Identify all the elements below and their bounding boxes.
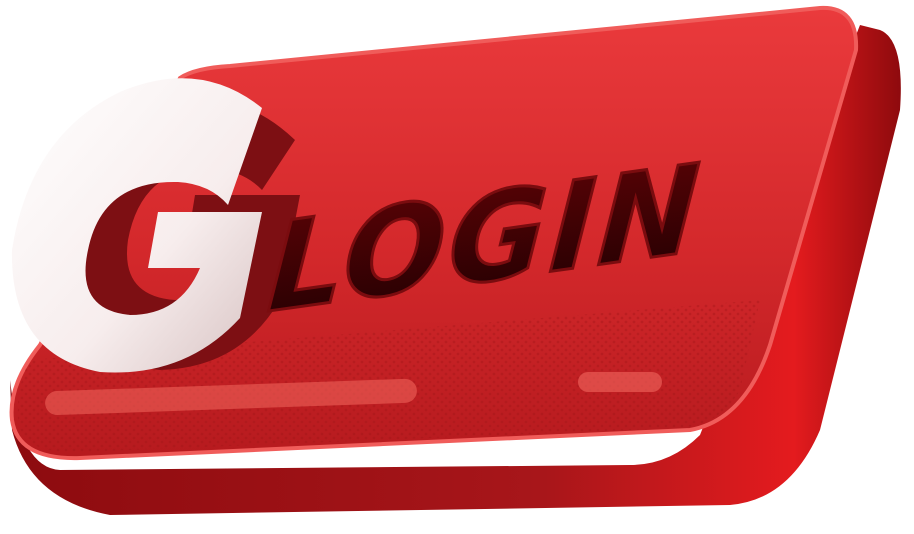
g-logo-icon bbox=[12, 78, 300, 372]
highlight-right bbox=[578, 372, 662, 392]
